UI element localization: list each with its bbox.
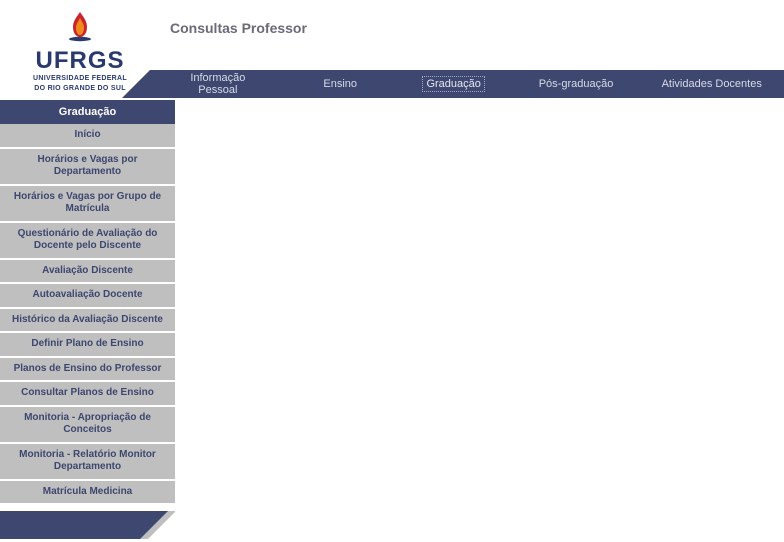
topnav-item-atividades-docentes[interactable]: Atividades Docentes	[639, 78, 784, 90]
sidebar-item-horarios-departamento[interactable]: Horários e Vagas por Departamento	[0, 149, 175, 186]
topnav-item-pos-graduacao[interactable]: Pós-graduação	[513, 78, 640, 90]
sidebar-item-monitoria-relatorio[interactable]: Monitoria - Relatório Monitor Departamen…	[0, 444, 175, 481]
sidebar-item-matricula-medicina[interactable]: Matrícula Medicina	[0, 481, 175, 506]
sidebar-item-avaliacao-discente[interactable]: Avaliação Discente	[0, 260, 175, 285]
topnav-item-informacao-pessoal[interactable]: Informação Pessoal	[150, 72, 286, 96]
sidebar-header: Graduação	[0, 100, 175, 124]
sidebar-item-definir-plano-ensino[interactable]: Definir Plano de Ensino	[0, 333, 175, 358]
topnav-item-graduacao[interactable]: Graduação	[395, 78, 513, 90]
topnav: Informação Pessoal Ensino Graduação Pós-…	[150, 70, 784, 98]
sidebar-item-planos-ensino-professor[interactable]: Planos de Ensino do Professor	[0, 358, 175, 383]
sidebar-item-autoavaliacao-docente[interactable]: Autoavaliação Docente	[0, 284, 175, 309]
sidebar: Graduação Início Horários e Vagas por De…	[0, 100, 175, 539]
sidebar-footer	[0, 511, 140, 539]
sidebar-item-historico-avaliacao[interactable]: Histórico da Avaliação Discente	[0, 309, 175, 334]
sidebar-item-monitoria-apropriacao[interactable]: Monitoria - Apropriação de Conceitos	[0, 407, 175, 444]
sidebar-item-inicio[interactable]: Início	[0, 124, 175, 149]
page-title: Consultas Professor	[170, 20, 307, 36]
topnav-item-ensino[interactable]: Ensino	[286, 78, 395, 90]
content-area	[175, 98, 784, 542]
sidebar-item-horarios-grupo-matricula[interactable]: Horários e Vagas por Grupo de Matrícula	[0, 186, 175, 223]
sidebar-item-questionario-avaliacao[interactable]: Questionário de Avaliação do Docente pel…	[0, 223, 175, 260]
sidebar-item-consultar-planos-ensino[interactable]: Consultar Planos de Ensino	[0, 382, 175, 407]
header: UFRGS UNIVERSIDADE FEDERAL DO RIO GRANDE…	[0, 0, 784, 70]
flame-icon	[60, 10, 100, 47]
